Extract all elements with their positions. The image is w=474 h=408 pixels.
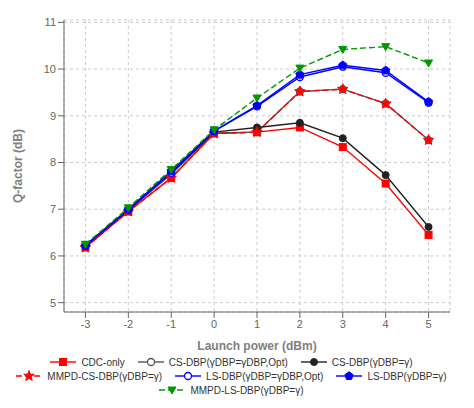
svg-text:9: 9 bbox=[50, 110, 56, 122]
svg-text:5: 5 bbox=[50, 297, 56, 309]
html-text:MMPD-LS-DBP(γDBP=γ): MMPD-LS-DBP(γDBP=γ) bbox=[190, 384, 304, 396]
svg-text:Q-factor (dB): Q-factor (dB) bbox=[11, 129, 25, 203]
html-text:LS-DBP(γDBP=γDBP,Opt): LS-DBP(γDBP=γDBP,Opt) bbox=[206, 370, 324, 382]
svg-text:2: 2 bbox=[297, 318, 303, 330]
svg-text:6: 6 bbox=[50, 250, 56, 262]
svg-text:Launch power (dBm): Launch power (dBm) bbox=[197, 339, 316, 353]
svg-text:5: 5 bbox=[425, 318, 431, 330]
svg-text:-2: -2 bbox=[123, 318, 133, 330]
svg-text:-1: -1 bbox=[166, 318, 176, 330]
svg-text:-3: -3 bbox=[81, 318, 91, 330]
html-text:CDC-only: CDC-only bbox=[81, 356, 125, 368]
svg-text:8: 8 bbox=[50, 156, 56, 168]
html-text:MMPD-CS-DBP(γDBP=γ): MMPD-CS-DBP(γDBP=γ) bbox=[47, 370, 163, 382]
svg-text:1: 1 bbox=[254, 318, 260, 330]
svg-text:10: 10 bbox=[44, 63, 56, 75]
html-text:LS-DBP(γDBP=γ): LS-DBP(γDBP=γ) bbox=[367, 370, 447, 382]
html-text:CS-DBP(γDBP=γ): CS-DBP(γDBP=γ) bbox=[331, 356, 413, 368]
svg-text:3: 3 bbox=[340, 318, 346, 330]
svg-text:0: 0 bbox=[211, 318, 217, 330]
svg-text:11: 11 bbox=[45, 16, 56, 28]
svg-text:4: 4 bbox=[383, 318, 389, 330]
html-text:CS-DBP(γDBP=γDBP,Opt): CS-DBP(γDBP=γDBP,Opt) bbox=[168, 356, 288, 368]
svg-text:7: 7 bbox=[50, 203, 56, 215]
